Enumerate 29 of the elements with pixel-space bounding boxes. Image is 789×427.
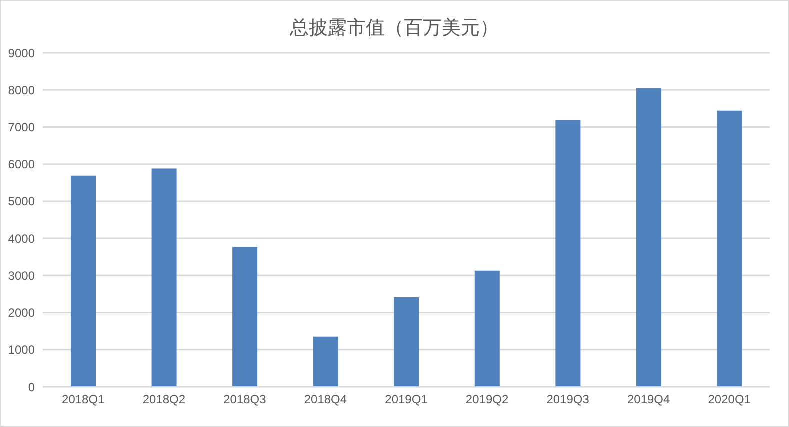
bar: [717, 110, 742, 387]
bar: [71, 176, 96, 387]
y-tick-label: 1000: [8, 343, 36, 358]
x-tick-label: 2018Q1: [62, 392, 106, 407]
y-tick-label: 8000: [8, 83, 36, 98]
x-tick-label: 2018Q2: [142, 392, 186, 407]
y-tick-label: 6000: [8, 158, 36, 172]
y-tick-label: 0: [28, 380, 36, 394]
bar: [394, 298, 420, 387]
bar: [152, 168, 177, 387]
x-tick-label: 2019Q2: [466, 392, 509, 407]
y-tick-label: 7000: [8, 120, 36, 134]
x-tick-label: 2019Q4: [627, 392, 671, 407]
x-tick-label: 2018Q4: [304, 392, 348, 407]
y-tick-label: 4000: [8, 232, 36, 246]
bar: [232, 247, 258, 387]
x-tick-label: 2019Q1: [385, 392, 428, 407]
bar: [313, 336, 338, 387]
y-tick-label: 9000: [8, 46, 36, 60]
x-tick-label: 2018Q3: [224, 392, 267, 407]
bar: [636, 88, 662, 387]
bar: [556, 120, 581, 387]
chart-title: 总披露市值（百万美元）: [289, 16, 500, 41]
bar: [474, 270, 500, 387]
x-tick-label: 2020Q1: [708, 392, 752, 407]
y-tick-label: 3000: [8, 268, 36, 283]
y-tick-label: 2000: [8, 306, 36, 320]
x-tick-label: 2019Q3: [546, 392, 590, 407]
y-tick-label: 5000: [8, 194, 36, 209]
